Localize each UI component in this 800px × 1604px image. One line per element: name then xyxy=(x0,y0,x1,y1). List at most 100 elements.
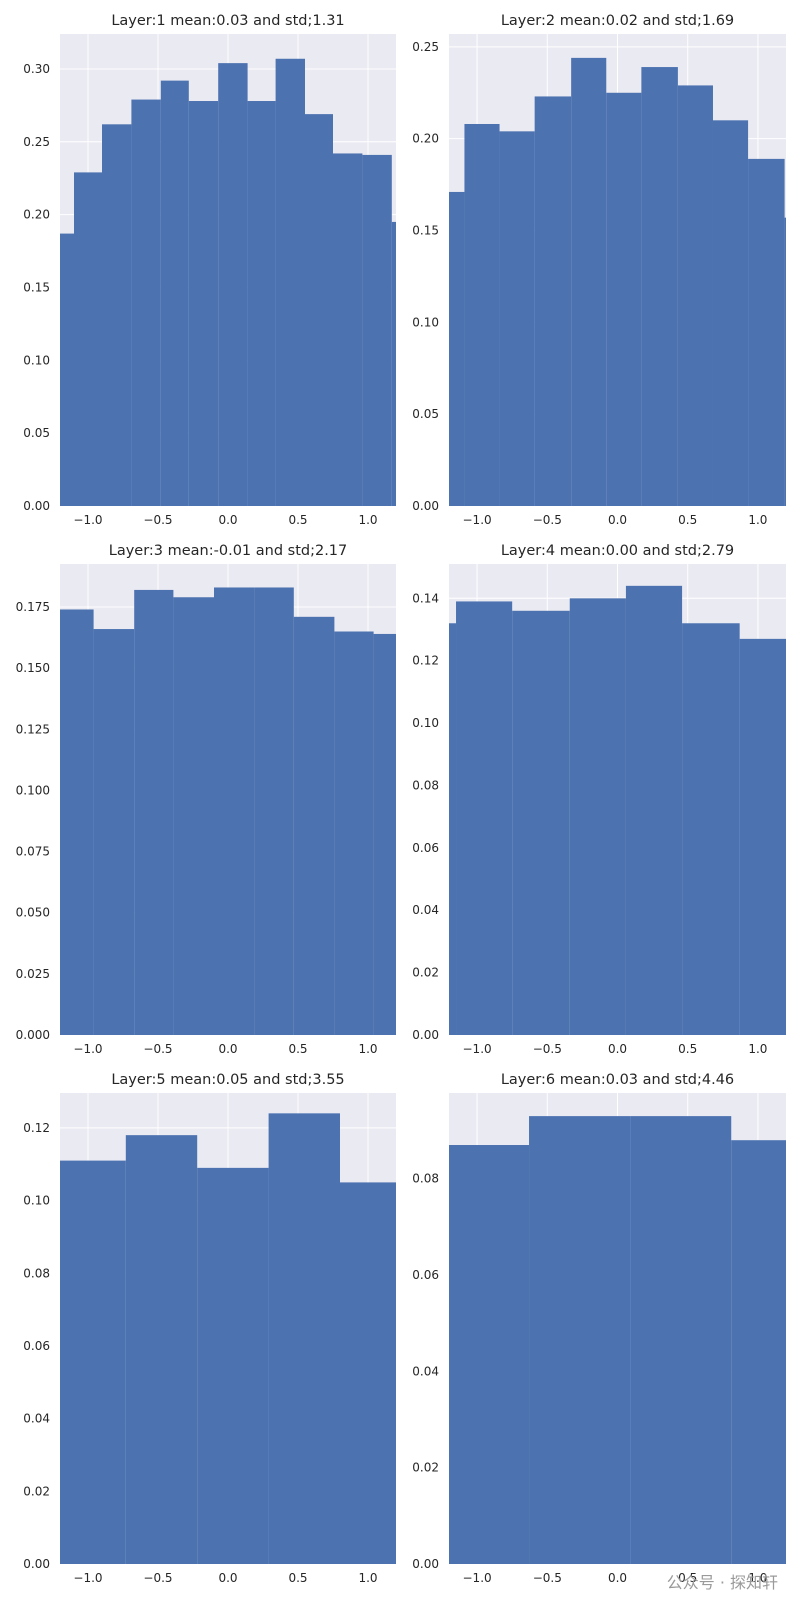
bar xyxy=(160,80,189,506)
bar xyxy=(571,57,607,506)
x-tick-label: 0.5 xyxy=(288,1042,307,1056)
x-tick-label: 0.0 xyxy=(218,513,237,527)
bar xyxy=(529,1116,631,1564)
bar xyxy=(340,1182,396,1564)
bar xyxy=(173,597,214,1035)
bars xyxy=(60,1113,396,1564)
bar xyxy=(134,589,174,1035)
y-tick-label: 0.175 xyxy=(16,600,50,614)
y-tick-label: 0.05 xyxy=(412,407,439,421)
bar xyxy=(125,1135,198,1564)
x-tick-label: −1.0 xyxy=(73,1042,102,1056)
bar xyxy=(534,96,572,506)
y-tick-label: 0.15 xyxy=(412,224,439,238)
y-tick-label: 0.25 xyxy=(23,135,50,149)
x-tick-label: −0.5 xyxy=(143,513,172,527)
bar xyxy=(712,120,749,506)
bar xyxy=(464,123,500,506)
x-tick-label: −1.0 xyxy=(463,1571,492,1585)
y-tick-label: 0.000 xyxy=(16,1028,50,1042)
chart-title: Layer:3 mean:-0.01 and std;2.17 xyxy=(109,543,348,559)
bars xyxy=(449,585,786,1035)
subplot: Layer:6 mean:0.03 and std;4.46 0.00 0.02 0.… xyxy=(412,1072,786,1585)
y-tick-label: 0.08 xyxy=(412,778,439,792)
bar xyxy=(748,158,785,506)
y-tick-label: 0.05 xyxy=(23,426,50,440)
x-tick-label: −1.0 xyxy=(73,1571,102,1585)
x-tick-label: 0.5 xyxy=(288,513,307,527)
y-tick-label: 0.04 xyxy=(412,1364,439,1378)
subplot: Layer:4 mean:0.00 and std;2.79 0.00 0.02 0.… xyxy=(412,543,786,1056)
x-tick-label: 0.0 xyxy=(218,1042,237,1056)
bar xyxy=(391,221,396,506)
bar xyxy=(60,609,94,1035)
bar xyxy=(293,616,335,1035)
x-tick-label: 1.0 xyxy=(358,1571,377,1585)
bar xyxy=(569,598,626,1035)
bars xyxy=(449,57,786,506)
bar xyxy=(188,101,219,506)
y-tick-label: 0.02 xyxy=(412,966,439,980)
y-tick-label: 0.02 xyxy=(23,1484,50,1498)
y-tick-label: 0.100 xyxy=(16,783,50,797)
bar xyxy=(739,638,786,1035)
x-tick-label: 1.0 xyxy=(358,513,377,527)
x-tick-label: −0.5 xyxy=(533,1042,562,1056)
x-tick-label: 0.0 xyxy=(218,1571,237,1585)
y-tick-label: 0.10 xyxy=(23,353,50,367)
bars xyxy=(449,1116,786,1564)
y-tick-label: 0.00 xyxy=(23,499,50,513)
bars xyxy=(60,587,396,1035)
y-tick-label: 0.12 xyxy=(412,654,439,668)
x-tick-label: −1.0 xyxy=(73,513,102,527)
y-tick-label: 0.10 xyxy=(412,716,439,730)
y-tick-label: 0.08 xyxy=(23,1266,50,1280)
bar xyxy=(731,1140,786,1564)
subplot: Layer:5 mean:0.05 and std;3.55 0.00 0.02 0.… xyxy=(23,1072,396,1585)
x-tick-label: 1.0 xyxy=(748,1042,767,1056)
bar xyxy=(60,233,74,506)
y-tick-label: 0.14 xyxy=(412,591,439,605)
bar xyxy=(131,99,161,506)
y-tick-label: 0.25 xyxy=(412,40,439,54)
bar xyxy=(305,114,333,506)
bar xyxy=(512,610,570,1035)
bar xyxy=(197,1167,269,1564)
x-tick-label: 0.5 xyxy=(678,1042,697,1056)
bar xyxy=(268,1113,340,1564)
x-tick-label: −1.0 xyxy=(463,513,492,527)
y-tick-label: 0.30 xyxy=(23,62,50,76)
bar xyxy=(254,587,294,1035)
bar xyxy=(449,1145,530,1564)
x-tick-label: −0.5 xyxy=(143,1042,172,1056)
x-tick-label: 0.0 xyxy=(608,1571,627,1585)
y-tick-label: 0.00 xyxy=(412,1557,439,1571)
y-tick-label: 0.00 xyxy=(23,1557,50,1571)
y-tick-label: 0.08 xyxy=(412,1172,439,1186)
y-tick-label: 0.10 xyxy=(23,1194,50,1208)
x-tick-label: 1.0 xyxy=(358,1042,377,1056)
x-tick-label: 0.5 xyxy=(288,1571,307,1585)
y-tick-label: 0.125 xyxy=(16,722,50,736)
x-tick-label: 0.0 xyxy=(608,513,627,527)
y-tick-label: 0.10 xyxy=(412,315,439,329)
x-tick-label: 0.0 xyxy=(608,1042,627,1056)
bar xyxy=(606,92,642,506)
y-tick-label: 0.00 xyxy=(412,1028,439,1042)
subplot: Layer:1 mean:0.03 and std;1.31 0.00 0.05 0.… xyxy=(23,13,396,527)
y-tick-label: 0.025 xyxy=(16,967,50,981)
y-tick-label: 0.15 xyxy=(23,280,50,294)
bar xyxy=(449,623,457,1035)
y-tick-label: 0.150 xyxy=(16,661,50,675)
bar xyxy=(449,191,465,506)
bar xyxy=(275,58,305,506)
bar xyxy=(362,154,392,506)
y-tick-label: 0.02 xyxy=(412,1461,439,1475)
x-tick-label: −0.5 xyxy=(143,1571,172,1585)
bar xyxy=(784,217,786,506)
bar xyxy=(334,631,374,1035)
y-tick-label: 0.20 xyxy=(412,132,439,146)
bar xyxy=(625,585,683,1035)
